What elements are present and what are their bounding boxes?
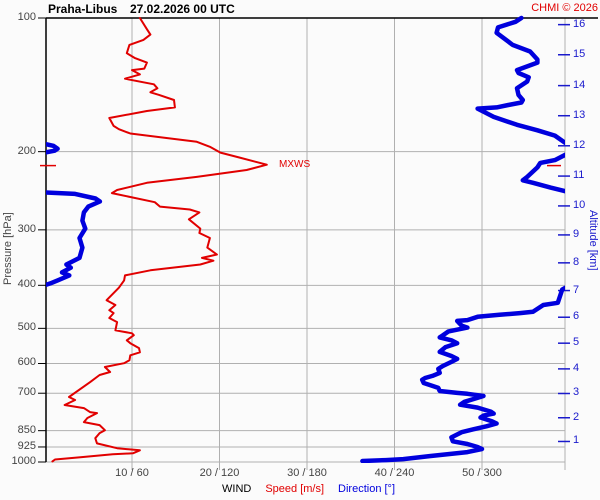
x-tick-label: 10 / 60 <box>115 467 149 479</box>
direction-legend-label: Direction [°] <box>338 483 396 495</box>
x-tick-label: 20 / 120 <box>199 467 240 479</box>
pressure-tick-label: 925 <box>17 439 36 452</box>
altitude-tick-label: 11 <box>573 169 585 182</box>
direction-curve <box>360 285 565 463</box>
x-tick-label: 30 / 180 <box>287 467 327 479</box>
altitude-tick-label: 8 <box>573 255 580 268</box>
altitude-tick-label: 15 <box>573 47 586 60</box>
copyright-text: CHMI © 2026 <box>531 2 598 14</box>
altitude-tick-label: 13 <box>573 108 586 121</box>
direction-curve <box>520 152 565 194</box>
altitude-tick-label: 5 <box>573 336 580 349</box>
pressure-tick-label: 400 <box>17 278 36 291</box>
pressure-tick-label: 200 <box>17 144 36 157</box>
x-tick-label: 40 / 240 <box>374 467 415 479</box>
pressure-tick-label: 100 <box>17 11 36 23</box>
altitude-tick-label: 1 <box>573 434 580 447</box>
direction-curve <box>46 190 103 288</box>
altitude-tick-label: 3 <box>573 386 580 399</box>
altitude-tick-label: 10 <box>573 198 586 211</box>
altitude-tick-label: 12 <box>573 138 586 151</box>
altitude-tick-label: 2 <box>573 410 580 423</box>
pressure-tick-label: 850 <box>17 423 36 436</box>
altitude-axis-title: Altitude [km] <box>587 210 599 271</box>
direction-curve <box>46 141 60 155</box>
wind-legend-label: WIND <box>222 483 252 495</box>
pressure-tick-label: 600 <box>17 356 36 369</box>
pressure-tick-label: 300 <box>17 222 36 235</box>
max-wind-speed-label: MXWS <box>279 159 311 170</box>
altitude-tick-label: 7 <box>573 283 580 296</box>
altitude-tick-label: 4 <box>573 361 580 374</box>
axis-legend: WIND Speed [m/s] Direction [°] <box>222 483 395 495</box>
pressure-tick-label: 700 <box>17 386 36 399</box>
altitude-tick-label: 14 <box>573 78 586 91</box>
altitude-tick-label: 6 <box>573 310 580 323</box>
speed-curve <box>51 17 268 463</box>
pressure-tick-label: 1000 <box>11 455 36 467</box>
speed-legend-label: Speed [m/s] <box>265 483 325 495</box>
altitude-tick-label: 16 <box>573 17 586 30</box>
pressure-tick-label: 500 <box>17 321 36 334</box>
station-title: Praha-Libus <box>48 2 118 16</box>
x-tick-label: 50 / 300 <box>462 467 502 479</box>
datetime-title: 27.02.2026 00 UTC <box>130 2 235 16</box>
altitude-tick-label: 9 <box>573 227 580 240</box>
direction-curve <box>475 15 565 146</box>
